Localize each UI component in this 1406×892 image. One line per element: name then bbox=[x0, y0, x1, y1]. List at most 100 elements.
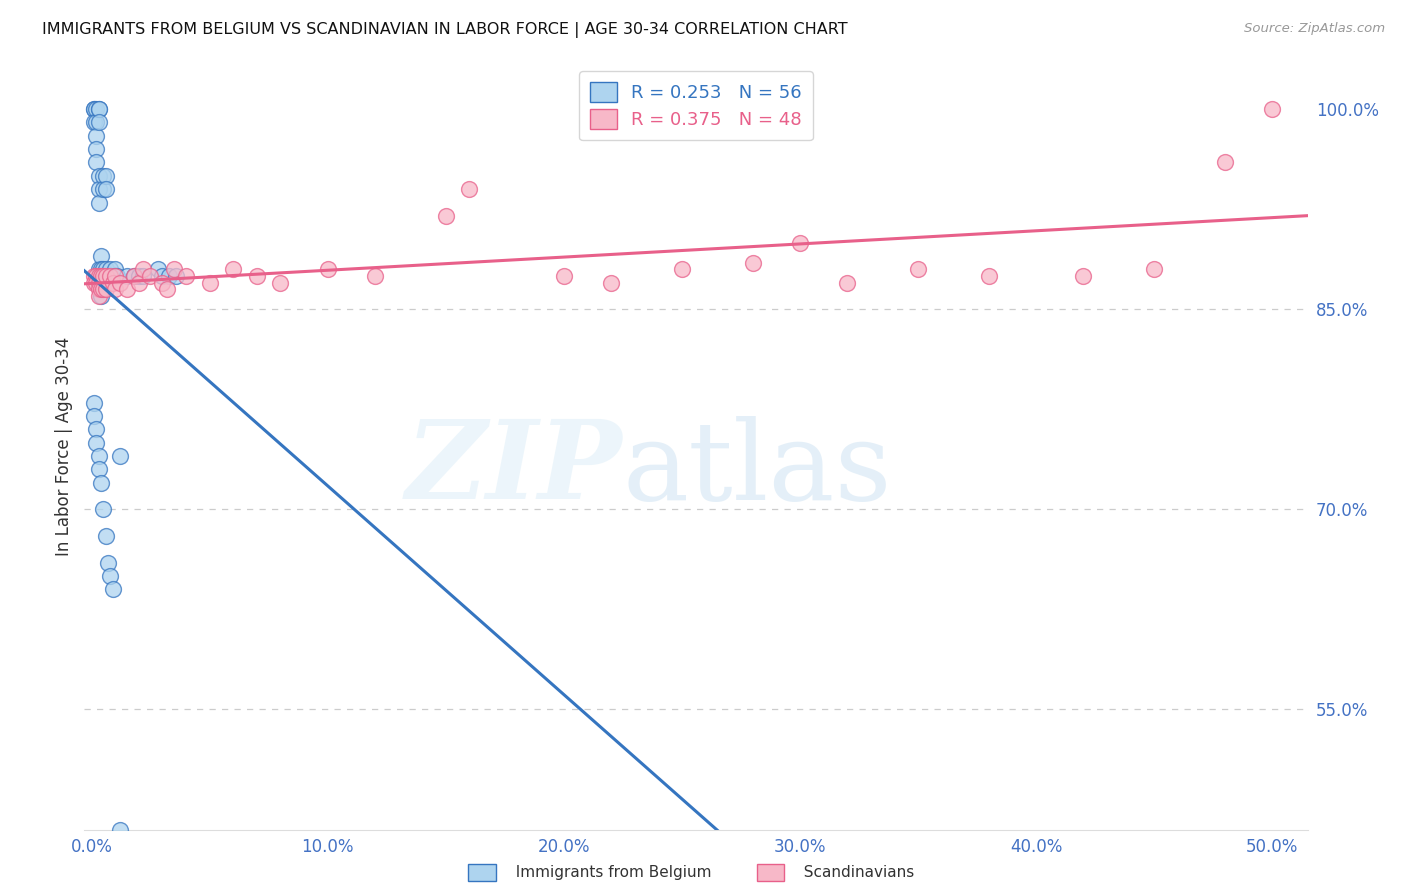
Point bbox=[104, 262, 127, 277]
Point bbox=[87, 262, 110, 277]
Point bbox=[246, 268, 269, 283]
Point bbox=[115, 282, 138, 296]
Point bbox=[83, 115, 105, 129]
Point bbox=[83, 102, 105, 116]
Point bbox=[198, 276, 221, 290]
Point bbox=[90, 249, 112, 263]
Point bbox=[132, 262, 155, 277]
Point bbox=[671, 262, 693, 277]
Point bbox=[84, 102, 107, 116]
Point bbox=[907, 262, 929, 277]
Point bbox=[1261, 102, 1284, 116]
Point bbox=[84, 422, 107, 436]
Point bbox=[157, 268, 180, 283]
Point bbox=[139, 268, 162, 283]
Point bbox=[90, 276, 112, 290]
Point bbox=[94, 282, 117, 296]
Point bbox=[1143, 262, 1166, 277]
Point bbox=[600, 276, 623, 290]
Point bbox=[150, 268, 173, 283]
Point bbox=[115, 268, 138, 283]
Point bbox=[83, 268, 105, 283]
Point bbox=[90, 268, 112, 283]
Point bbox=[128, 276, 150, 290]
Point bbox=[87, 462, 110, 476]
Point bbox=[94, 182, 117, 196]
Text: ZIP: ZIP bbox=[406, 416, 623, 523]
Text: Immigrants from Belgium: Immigrants from Belgium bbox=[506, 865, 711, 880]
Point bbox=[94, 529, 117, 543]
Point bbox=[222, 262, 245, 277]
Point bbox=[108, 276, 131, 290]
Point bbox=[90, 268, 112, 283]
Point bbox=[98, 262, 121, 277]
Point bbox=[83, 395, 105, 409]
Point bbox=[91, 282, 114, 296]
Point bbox=[90, 262, 112, 277]
Point bbox=[98, 569, 121, 583]
Point bbox=[83, 102, 105, 116]
Point bbox=[90, 282, 112, 296]
Point bbox=[84, 115, 107, 129]
Point bbox=[87, 276, 110, 290]
Text: Source: ZipAtlas.com: Source: ZipAtlas.com bbox=[1244, 22, 1385, 36]
Point bbox=[741, 255, 763, 269]
FancyBboxPatch shape bbox=[756, 863, 785, 881]
Point bbox=[94, 262, 117, 277]
Point bbox=[101, 276, 124, 290]
Point bbox=[94, 169, 117, 183]
Legend: R = 0.253   N = 56, R = 0.375   N = 48: R = 0.253 N = 56, R = 0.375 N = 48 bbox=[579, 71, 813, 140]
Point bbox=[87, 115, 110, 129]
Point bbox=[101, 582, 124, 597]
Point bbox=[122, 268, 145, 283]
Point bbox=[174, 268, 197, 283]
Point bbox=[94, 268, 117, 283]
Point bbox=[91, 182, 114, 196]
Point bbox=[98, 268, 121, 283]
Point bbox=[87, 282, 110, 296]
Point bbox=[98, 268, 121, 283]
Point bbox=[83, 276, 105, 290]
Text: IMMIGRANTS FROM BELGIUM VS SCANDINAVIAN IN LABOR FORCE | AGE 30-34 CORRELATION C: IMMIGRANTS FROM BELGIUM VS SCANDINAVIAN … bbox=[42, 22, 848, 38]
Point bbox=[84, 128, 107, 143]
Point bbox=[104, 268, 127, 283]
Point bbox=[87, 195, 110, 210]
Point bbox=[434, 209, 457, 223]
Point bbox=[458, 182, 481, 196]
Point bbox=[87, 449, 110, 463]
Point bbox=[789, 235, 811, 250]
Point bbox=[1071, 268, 1094, 283]
Point bbox=[87, 268, 110, 283]
Point bbox=[166, 268, 188, 283]
Point bbox=[91, 169, 114, 183]
Point bbox=[91, 268, 114, 283]
Point bbox=[84, 276, 107, 290]
Point bbox=[87, 102, 110, 116]
Point bbox=[977, 268, 1000, 283]
Point bbox=[97, 556, 120, 570]
Point bbox=[1213, 155, 1236, 169]
Point bbox=[553, 268, 575, 283]
Point bbox=[108, 822, 131, 837]
Point bbox=[90, 475, 112, 490]
Point bbox=[316, 262, 339, 277]
Point bbox=[364, 268, 387, 283]
Point bbox=[163, 262, 186, 277]
Point bbox=[87, 182, 110, 196]
Point bbox=[108, 449, 131, 463]
Point bbox=[91, 262, 114, 277]
Point bbox=[87, 169, 110, 183]
FancyBboxPatch shape bbox=[468, 863, 496, 881]
Point bbox=[107, 268, 129, 283]
Point bbox=[84, 268, 107, 283]
Point bbox=[122, 268, 145, 283]
Text: atlas: atlas bbox=[623, 416, 893, 523]
Point bbox=[90, 289, 112, 303]
Point bbox=[132, 268, 155, 283]
Point bbox=[84, 142, 107, 156]
Point bbox=[97, 268, 120, 283]
Point bbox=[156, 282, 179, 296]
Point bbox=[150, 276, 173, 290]
Point bbox=[91, 502, 114, 516]
Point bbox=[104, 282, 127, 296]
